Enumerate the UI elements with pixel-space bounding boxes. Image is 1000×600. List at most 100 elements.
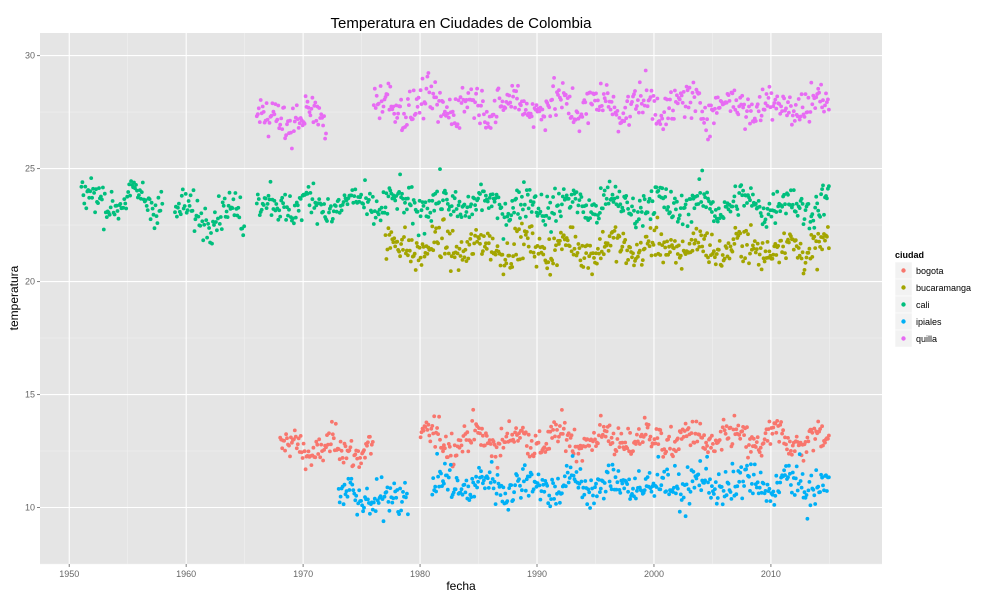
point-ipiales <box>681 495 686 500</box>
point-ipiales <box>637 469 641 473</box>
point-ipiales <box>493 502 498 506</box>
point-cali <box>690 193 695 198</box>
point-cali <box>195 198 200 203</box>
point-quilla <box>381 104 386 109</box>
point-quilla <box>597 108 601 112</box>
point-bucaramanga <box>821 235 825 240</box>
point-bogota <box>600 432 605 437</box>
point-bogota <box>785 447 789 452</box>
point-ipiales <box>635 489 639 493</box>
point-cali <box>801 222 806 227</box>
point-ipiales <box>721 489 726 493</box>
point-cali <box>793 209 798 214</box>
point-bogota <box>780 431 784 436</box>
point-ipiales <box>687 501 692 506</box>
point-cali <box>327 210 331 215</box>
point-ipiales <box>806 488 811 493</box>
point-ipiales <box>755 480 760 485</box>
point-quilla <box>637 80 642 85</box>
point-bogota <box>738 436 743 441</box>
point-ipiales <box>392 481 397 486</box>
point-quilla <box>433 80 438 84</box>
point-bucaramanga <box>787 240 791 245</box>
point-cali <box>199 211 204 216</box>
point-bogota <box>616 426 621 430</box>
point-ipiales <box>505 499 510 503</box>
point-ipiales <box>678 492 683 497</box>
point-bucaramanga <box>452 255 457 260</box>
point-ipiales <box>688 489 693 494</box>
point-cali <box>535 214 540 218</box>
point-bogota <box>510 432 515 437</box>
point-cali <box>511 206 515 210</box>
point-quilla <box>810 102 815 107</box>
point-quilla <box>686 105 691 110</box>
point-cali <box>108 205 113 210</box>
point-cali <box>822 212 826 217</box>
point-bogota <box>742 433 746 437</box>
point-cali <box>124 206 129 211</box>
point-bucaramanga <box>680 239 685 244</box>
point-quilla <box>704 128 708 133</box>
point-cali <box>615 195 620 200</box>
point-cali <box>508 217 513 222</box>
point-cali <box>350 188 355 193</box>
point-bucaramanga <box>440 236 444 241</box>
point-quilla <box>515 96 519 101</box>
point-bucaramanga <box>469 232 474 236</box>
point-cali <box>150 206 155 211</box>
point-cali <box>711 200 715 204</box>
point-cali <box>502 215 507 220</box>
point-quilla <box>700 109 705 114</box>
point-cali <box>430 198 435 203</box>
point-ipiales <box>606 463 611 468</box>
point-quilla <box>583 100 588 105</box>
point-cali <box>123 201 128 206</box>
point-ipiales <box>774 473 779 478</box>
point-cali <box>188 193 193 198</box>
point-ipiales <box>772 503 777 507</box>
point-bucaramanga <box>707 260 711 265</box>
point-cali <box>425 206 430 211</box>
point-quilla <box>313 100 318 105</box>
point-ipiales <box>807 480 812 484</box>
point-bucaramanga <box>490 236 495 241</box>
point-bucaramanga <box>517 227 521 232</box>
point-quilla <box>280 127 285 131</box>
point-cali <box>155 221 160 226</box>
point-bogota <box>311 445 316 450</box>
legend-swatch-bogota <box>901 268 906 273</box>
point-cali <box>492 199 497 204</box>
point-quilla <box>713 106 717 111</box>
point-ipiales <box>754 485 759 490</box>
point-ipiales <box>719 485 724 489</box>
point-quilla <box>756 109 761 114</box>
point-bucaramanga <box>739 254 744 259</box>
point-bogota <box>497 442 502 446</box>
point-bogota <box>306 449 311 454</box>
point-bucaramanga <box>781 244 785 249</box>
point-cali <box>551 195 555 199</box>
point-bucaramanga <box>687 241 692 246</box>
point-ipiales <box>370 507 375 512</box>
point-bogota <box>612 452 617 457</box>
point-cali <box>637 217 641 222</box>
point-cali <box>702 192 706 197</box>
point-ipiales <box>783 473 787 477</box>
point-bucaramanga <box>581 265 586 269</box>
point-bogota <box>593 437 597 442</box>
point-cali <box>509 213 514 218</box>
point-quilla <box>790 122 794 127</box>
point-cali <box>456 203 461 208</box>
point-bucaramanga <box>648 226 653 230</box>
point-quilla <box>424 86 429 91</box>
point-quilla <box>744 115 748 119</box>
point-cali <box>90 195 94 200</box>
point-cali <box>110 199 115 203</box>
point-bucaramanga <box>584 251 589 256</box>
point-bogota <box>283 448 287 453</box>
point-bogota <box>767 419 772 424</box>
point-bogota <box>731 427 736 432</box>
point-cali <box>594 203 598 208</box>
point-bucaramanga <box>526 244 531 249</box>
